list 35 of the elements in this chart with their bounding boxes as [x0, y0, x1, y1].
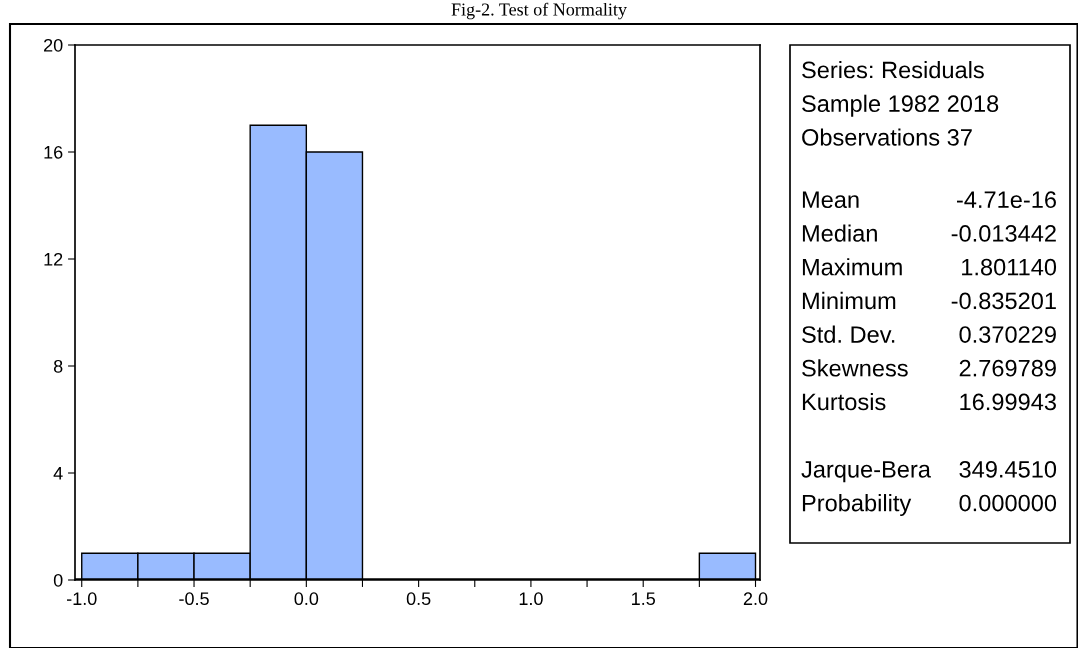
text: Probability	[802, 494, 912, 517]
text: Observations 37	[802, 128, 972, 146]
x-tick-label: 0.0	[294, 592, 319, 606]
text: -0.013442	[951, 225, 1056, 242]
chart-title: Fig-2. Test of Normality	[451, 2, 627, 20]
text: 0.370229	[959, 326, 1056, 343]
y-tick-label: 20	[44, 38, 63, 52]
y-tick-label: 4	[53, 467, 63, 480]
text: Median	[802, 224, 877, 242]
text: Std. Dev.	[802, 325, 895, 343]
y-tick-label: 12	[44, 252, 63, 266]
y-tick-label: 0	[53, 573, 63, 587]
text: Maximum	[802, 258, 902, 276]
text: 2.769789	[959, 359, 1056, 377]
text: Jarque-Bera	[801, 461, 931, 483]
text: Series: Residuals	[802, 61, 984, 79]
text: Minimum	[802, 291, 896, 310]
y-tick-label: 8	[53, 359, 63, 373]
text: 349.4510	[959, 460, 1057, 478]
text: Skewness	[802, 359, 908, 377]
x-tick-label: 0.5	[406, 592, 431, 606]
text: -4.71e-16	[956, 191, 1056, 209]
text: 16.99943	[960, 393, 1056, 411]
text: 1.801140	[962, 258, 1057, 276]
x-tick-label: -0.5	[179, 592, 209, 606]
text: Kurtosis	[802, 392, 886, 411]
y-tick-label: 16	[44, 145, 63, 159]
text: -0.835201	[951, 292, 1056, 310]
x-tick-label: 2.0	[743, 592, 768, 606]
x-tick-label: 1.5	[632, 592, 656, 606]
text: Sample 1982 2018	[802, 94, 999, 117]
text: Mean	[802, 191, 859, 209]
text: 0.000000	[959, 494, 1057, 512]
x-tick-label: 1.0	[519, 592, 543, 606]
x-tick-label: -1.0	[66, 592, 97, 606]
